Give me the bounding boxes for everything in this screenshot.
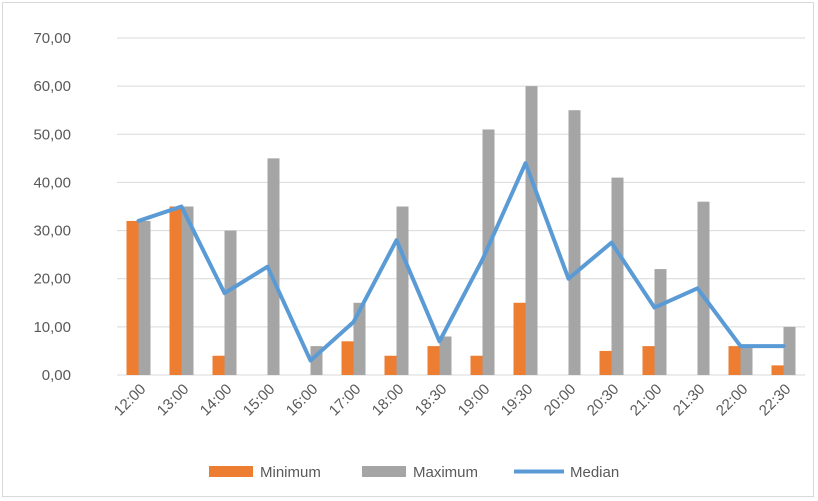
y-tick-label: 60,00 xyxy=(33,78,71,95)
x-tick-label: 22:00 xyxy=(713,381,752,420)
x-tick-label: 21:00 xyxy=(627,381,666,420)
bar-minimum xyxy=(212,355,225,375)
x-tick-label: 19:30 xyxy=(498,381,537,420)
bar-maximum xyxy=(611,177,624,375)
bar-minimum xyxy=(771,365,784,375)
y-tick-label: 70,00 xyxy=(33,30,71,47)
y-axis-ticks: 0,00 10,00 20,00 30,00 40,00 50,00 60,00 70,00 xyxy=(33,30,71,384)
legend-swatch-maximum xyxy=(362,466,406,477)
x-tick-label: 18:00 xyxy=(369,381,408,420)
x-axis-ticks: 12:00 13:00 14:00 15:00 16:00 17:00 18:00 18:30… xyxy=(111,381,795,420)
bar-minimum xyxy=(599,350,612,375)
x-tick-label: 15:00 xyxy=(240,381,279,420)
bar-minimum xyxy=(470,355,483,375)
bar-minimum xyxy=(341,341,354,375)
x-tick-label: 20:30 xyxy=(584,381,623,420)
bar-maximum xyxy=(224,230,237,375)
bar-maximum xyxy=(568,110,581,375)
bar-minimum xyxy=(513,302,526,375)
bar-maximum xyxy=(439,336,452,375)
bar-maximum xyxy=(697,201,710,375)
y-tick-label: 10,00 xyxy=(33,319,71,336)
bar-maximum xyxy=(654,269,667,375)
x-tick-label: 17:00 xyxy=(326,381,365,420)
bar-maximum xyxy=(740,346,753,375)
x-tick-label: 18:30 xyxy=(412,381,451,420)
x-tick-label: 21:30 xyxy=(670,381,709,420)
bar-maximum xyxy=(396,206,409,375)
x-tick-label: 16:00 xyxy=(283,381,322,420)
x-tick-label: 14:00 xyxy=(197,381,236,420)
legend-label-minimum: Minimum xyxy=(260,464,321,481)
bar-maximum xyxy=(138,220,151,375)
legend-swatch-minimum xyxy=(209,466,253,477)
median-line xyxy=(136,161,786,363)
bars xyxy=(126,86,796,376)
x-tick-label: 12:00 xyxy=(111,381,150,420)
bar-minimum xyxy=(126,220,139,375)
x-tick-label: 13:00 xyxy=(154,381,193,420)
bar-minimum xyxy=(169,206,182,375)
legend-label-median: Median xyxy=(570,464,619,481)
bar-maximum xyxy=(181,206,194,375)
y-tick-label: 50,00 xyxy=(33,126,71,143)
legend: Minimum Maximum Median xyxy=(209,464,619,481)
x-tick-label: 20:00 xyxy=(541,381,580,420)
bar-maximum xyxy=(482,129,495,375)
median-line-layer xyxy=(136,161,786,363)
bar-maximum xyxy=(783,326,796,375)
y-tick-label: 30,00 xyxy=(33,223,71,240)
y-tick-label: 40,00 xyxy=(33,174,71,191)
bar-maximum xyxy=(525,86,538,376)
bar-minimum xyxy=(384,355,397,375)
y-tick-label: 0,00 xyxy=(42,367,71,384)
bar-maximum xyxy=(267,158,280,375)
bar-minimum xyxy=(728,346,741,375)
bar-minimum xyxy=(427,346,440,375)
x-tick-label: 22:30 xyxy=(756,381,795,420)
bar-minimum xyxy=(642,346,655,375)
y-tick-label: 20,00 xyxy=(33,271,71,288)
x-tick-label: 19:00 xyxy=(455,381,494,420)
legend-label-maximum: Maximum xyxy=(413,464,478,481)
bar-maximum xyxy=(353,302,366,375)
